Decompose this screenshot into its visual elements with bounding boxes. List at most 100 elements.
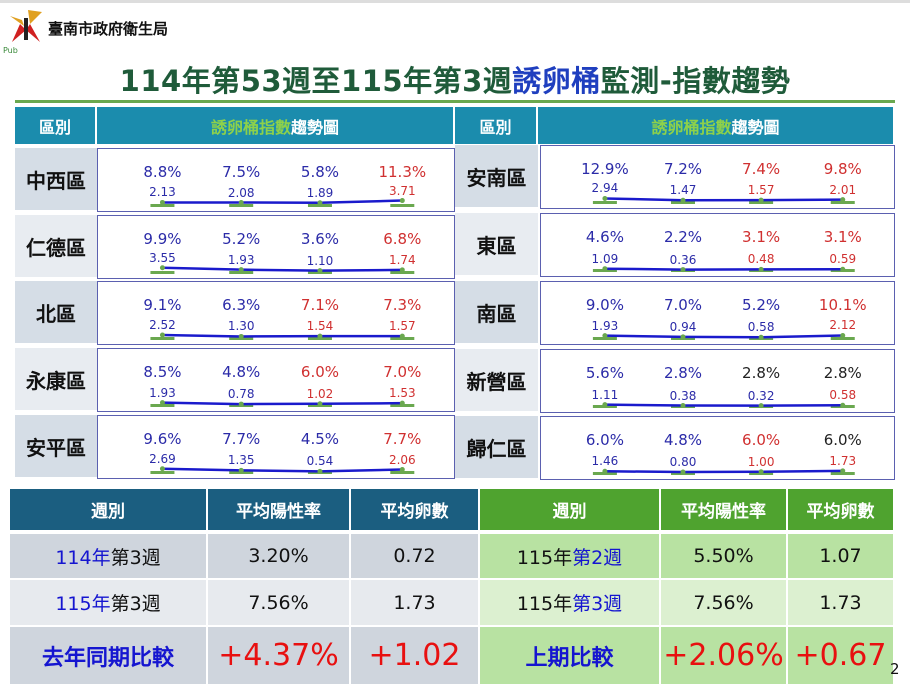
positive-rate: 2.8% xyxy=(663,364,703,382)
base-bar xyxy=(592,201,617,204)
positive-rate: 7.2% xyxy=(663,160,703,178)
header-week-left: 週別 xyxy=(10,489,208,532)
trend-line xyxy=(162,199,403,204)
egg-index: 1.09 xyxy=(591,251,619,266)
trend-line xyxy=(604,334,843,339)
base-bar xyxy=(830,201,855,204)
base-bar xyxy=(390,204,415,207)
week-cell: 115年 第3週 xyxy=(10,580,208,627)
positive-rate: 3.1% xyxy=(823,228,862,246)
trend-line-plot xyxy=(150,265,415,274)
health-bureau-logo xyxy=(10,10,42,42)
egg-index: 1.53 xyxy=(388,386,416,401)
title-divider xyxy=(15,100,895,103)
data-point xyxy=(840,468,846,474)
data-point xyxy=(238,401,244,407)
week-cell: 115年 第2週 xyxy=(480,534,661,580)
positive-rate: 7.4% xyxy=(742,160,781,178)
egg-index: 1.46 xyxy=(591,454,619,469)
positive-rate: 3.1% xyxy=(742,228,781,246)
data-point xyxy=(758,197,764,203)
trend-line xyxy=(162,401,403,406)
data-point xyxy=(840,197,846,203)
positive-rate: 6.3% xyxy=(222,296,261,314)
positive-rate: 9.9% xyxy=(143,230,182,248)
data-point xyxy=(317,333,323,339)
trend-line-plot xyxy=(592,402,855,409)
count-cell: 1.73 xyxy=(351,580,480,627)
trend-chart: 5.6% 1.11 2.8% 0.38 2.8% 0.32 2.8% 0.58 xyxy=(540,349,895,413)
trend-chart: 8.8% 2.13 7.5% 2.08 5.8% 1.89 11.3% 3.71 xyxy=(97,148,455,212)
positive-rate: 9.1% xyxy=(143,296,182,314)
positive-rate: 4.6% xyxy=(585,228,624,246)
data-point xyxy=(238,467,244,473)
positive-rate: 9.6% xyxy=(143,430,182,448)
header-chart-left: 誘卵桶指數 趨勢圖 xyxy=(97,107,455,144)
egg-index: 0.48 xyxy=(747,252,775,267)
trend-chart: 9.6% 2.69 7.7% 1.35 4.5% 0.54 7.7% 2.06 xyxy=(97,415,455,479)
header-count-left: 平均卵數 xyxy=(351,489,480,532)
positive-rate: 7.1% xyxy=(300,296,340,314)
egg-index: 1.54 xyxy=(306,319,334,334)
base-bar xyxy=(390,471,415,474)
rate-cell: 3.20% xyxy=(208,534,351,580)
trend-chart: 9.1% 2.52 6.3% 1.30 7.1% 1.54 7.3% 1.57 xyxy=(97,281,455,345)
positive-rate: 5.6% xyxy=(585,364,624,382)
rate-cell: 5.50% xyxy=(661,534,788,580)
positive-rate: 7.0% xyxy=(383,363,422,381)
header-rate-left: 平均陽性率 xyxy=(208,489,351,532)
compare-count-yoy: +1.02 xyxy=(351,627,480,686)
egg-index: 1.57 xyxy=(388,319,416,334)
trend-line-plot xyxy=(150,400,415,407)
egg-index: 2.08 xyxy=(227,185,255,200)
trend-chart: 8.5% 1.93 4.8% 0.78 6.0% 1.02 7.0% 1.53 xyxy=(97,348,455,412)
positive-rate: 8.5% xyxy=(143,363,182,381)
rate-cell: 7.56% xyxy=(208,580,351,627)
positive-rate: 7.7% xyxy=(383,430,422,448)
trend-line xyxy=(604,469,843,474)
district-label: 新營區 xyxy=(455,349,538,413)
data-point xyxy=(159,466,165,472)
trend-line-plot xyxy=(150,198,415,207)
rate-cell: 7.56% xyxy=(661,580,788,627)
district-label: 中西區 xyxy=(15,148,97,212)
positive-rate: 5.2% xyxy=(742,296,781,314)
data-point xyxy=(399,400,405,406)
compare-rate-yoy: +4.37% xyxy=(208,627,351,686)
egg-index: 3.55 xyxy=(149,250,176,265)
positive-rate: 7.0% xyxy=(663,296,703,314)
page-title: 114年第53週至115年第3週誘卵桶監測-指數趨勢 xyxy=(119,64,791,98)
data-point xyxy=(758,403,764,409)
base-bar xyxy=(390,271,415,274)
count-cell: 1.07 xyxy=(788,534,895,580)
compare-label-prev: 上期比較 xyxy=(480,627,661,686)
base-bar xyxy=(830,472,855,475)
base-bar xyxy=(150,204,175,207)
trend-line xyxy=(162,467,403,473)
compare-rate-prev: +2.06% xyxy=(661,627,788,686)
positive-rate: 7.5% xyxy=(222,163,261,181)
egg-index: 0.80 xyxy=(669,455,697,470)
egg-index: 0.36 xyxy=(669,252,697,267)
positive-rate: 5.8% xyxy=(300,163,340,181)
data-point xyxy=(238,267,244,273)
positive-rate: 6.0% xyxy=(585,431,624,449)
data-point xyxy=(317,401,323,407)
data-point xyxy=(317,268,323,274)
trend-line-plot xyxy=(592,332,855,340)
base-bar xyxy=(229,271,254,274)
positive-rate: 2.2% xyxy=(663,228,703,246)
positive-rate: 12.9% xyxy=(581,160,629,178)
positive-rate: 2.8% xyxy=(742,364,781,382)
week-cell: 115年 第3週 xyxy=(480,580,661,627)
base-bar xyxy=(229,204,254,207)
data-point xyxy=(238,200,244,206)
trend-chart: 6.0% 1.46 4.8% 0.80 6.0% 1.00 6.0% 1.73 xyxy=(540,416,895,480)
district-label: 東區 xyxy=(455,213,538,277)
data-point xyxy=(399,267,405,273)
egg-index: 0.38 xyxy=(669,388,697,403)
trend-line xyxy=(604,403,843,407)
positive-rate: 6.0% xyxy=(742,431,781,449)
trend-line xyxy=(604,267,843,271)
trend-line-plot xyxy=(150,466,415,474)
